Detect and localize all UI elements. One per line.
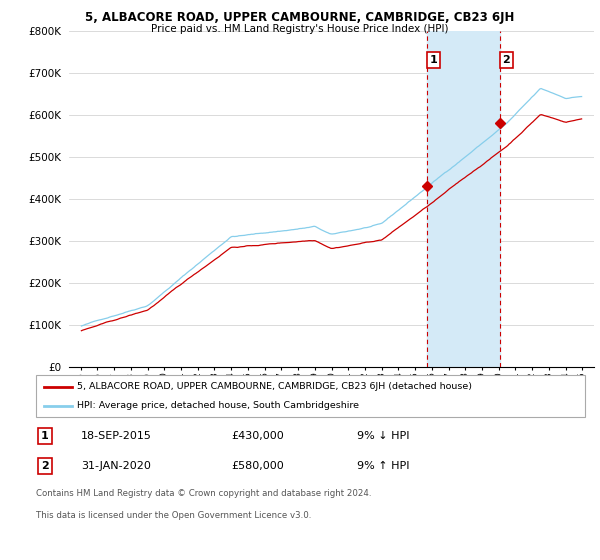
Text: 31-JAN-2020: 31-JAN-2020 bbox=[81, 461, 151, 471]
Text: 5, ALBACORE ROAD, UPPER CAMBOURNE, CAMBRIDGE, CB23 6JH: 5, ALBACORE ROAD, UPPER CAMBOURNE, CAMBR… bbox=[85, 11, 515, 24]
Text: 18-SEP-2015: 18-SEP-2015 bbox=[81, 431, 152, 441]
Text: 5, ALBACORE ROAD, UPPER CAMBOURNE, CAMBRIDGE, CB23 6JH (detached house): 5, ALBACORE ROAD, UPPER CAMBOURNE, CAMBR… bbox=[77, 382, 472, 391]
Text: Price paid vs. HM Land Registry's House Price Index (HPI): Price paid vs. HM Land Registry's House … bbox=[151, 24, 449, 34]
Text: 9% ↑ HPI: 9% ↑ HPI bbox=[357, 461, 409, 471]
Text: £430,000: £430,000 bbox=[231, 431, 284, 441]
Text: This data is licensed under the Open Government Licence v3.0.: This data is licensed under the Open Gov… bbox=[36, 511, 311, 520]
Bar bbox=[427, 31, 500, 367]
Text: 1: 1 bbox=[41, 431, 49, 441]
Text: 2: 2 bbox=[41, 461, 49, 471]
Text: £580,000: £580,000 bbox=[231, 461, 284, 471]
Text: 2: 2 bbox=[503, 55, 510, 65]
Text: Contains HM Land Registry data © Crown copyright and database right 2024.: Contains HM Land Registry data © Crown c… bbox=[36, 489, 371, 498]
Text: 1: 1 bbox=[430, 55, 437, 65]
Text: HPI: Average price, detached house, South Cambridgeshire: HPI: Average price, detached house, Sout… bbox=[77, 402, 359, 410]
Text: 9% ↓ HPI: 9% ↓ HPI bbox=[357, 431, 409, 441]
